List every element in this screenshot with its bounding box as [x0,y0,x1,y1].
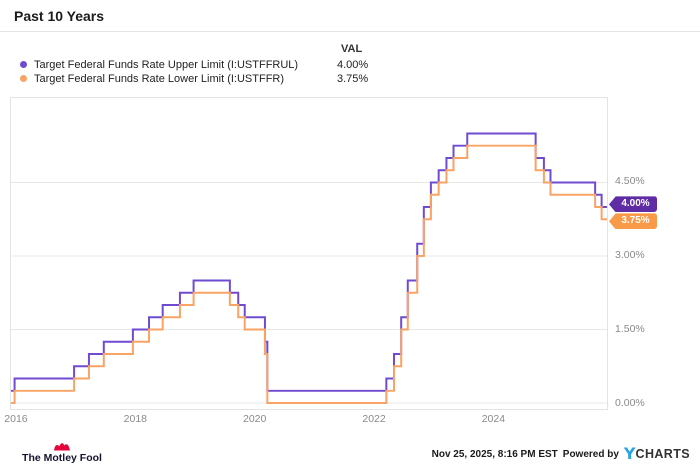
series-dot-upper-icon [20,61,27,68]
y-axis-label: 3.00% [615,249,645,261]
ycharts-y-icon: Y [623,444,636,463]
plot-svg [11,132,607,405]
legend-value: 4.00% [337,58,369,71]
y-axis-label: 1.50% [615,322,645,335]
ycharts-wordmark: CHARTS [635,447,690,461]
series-dot-lower-icon [20,75,27,82]
page-title: Past 10 Years [14,8,105,24]
x-axis-label: 2024 [481,413,506,425]
x-axis-label: 2016 [4,413,28,425]
legend-val-header: VAL [341,43,363,55]
series-end-badge-lower: 3.75% [609,213,657,230]
motley-fool-logo[interactable]: The Motley Fool [12,440,112,464]
x-axis-label: 2022 [362,413,386,425]
legend-label: Target Federal Funds Rate Upper Limit (I… [34,58,299,71]
y-axis-label: 4.50% [615,175,645,188]
x-axis-label: 2020 [243,413,267,425]
x-axis-label: 2018 [123,413,147,425]
chart-area: 0.00% 1.50% 3.00% 4.50% 2016 2018 2020 2022 202… [4,97,698,442]
timestamp: Nov 25, 2025, 8:16 PM EST [431,448,558,460]
y-axis: 0.00% 1.50% 3.00% 4.50% [615,97,675,410]
x-axis: 2016 2018 2020 2022 2024 [4,413,608,429]
y-axis-label: 0.00% [615,396,645,409]
series-end-badge-upper: 4.00% [609,196,657,213]
motley-fool-hat-icon [54,443,70,451]
legend-item-upper-limit: Target Federal Funds Rate Upper Limit (I… [20,58,450,71]
legend-label: Target Federal Funds Rate Lower Limit (I… [34,72,285,85]
ycharts-logo[interactable]: Y CHARTS [624,446,690,462]
plot-area [10,97,608,410]
motley-fool-wordmark: The Motley Fool [22,452,102,464]
legend-item-lower-limit: Target Federal Funds Rate Lower Limit (I… [20,72,450,85]
title-divider [0,31,700,32]
series-line-0 [11,132,607,392]
footer-attribution: Nov 25, 2025, 8:16 PM EST Powered by Y C… [432,446,690,462]
legend-value: 3.75% [337,72,369,85]
series-line-1 [11,144,607,405]
powered-by-label: Powered by [562,448,619,460]
